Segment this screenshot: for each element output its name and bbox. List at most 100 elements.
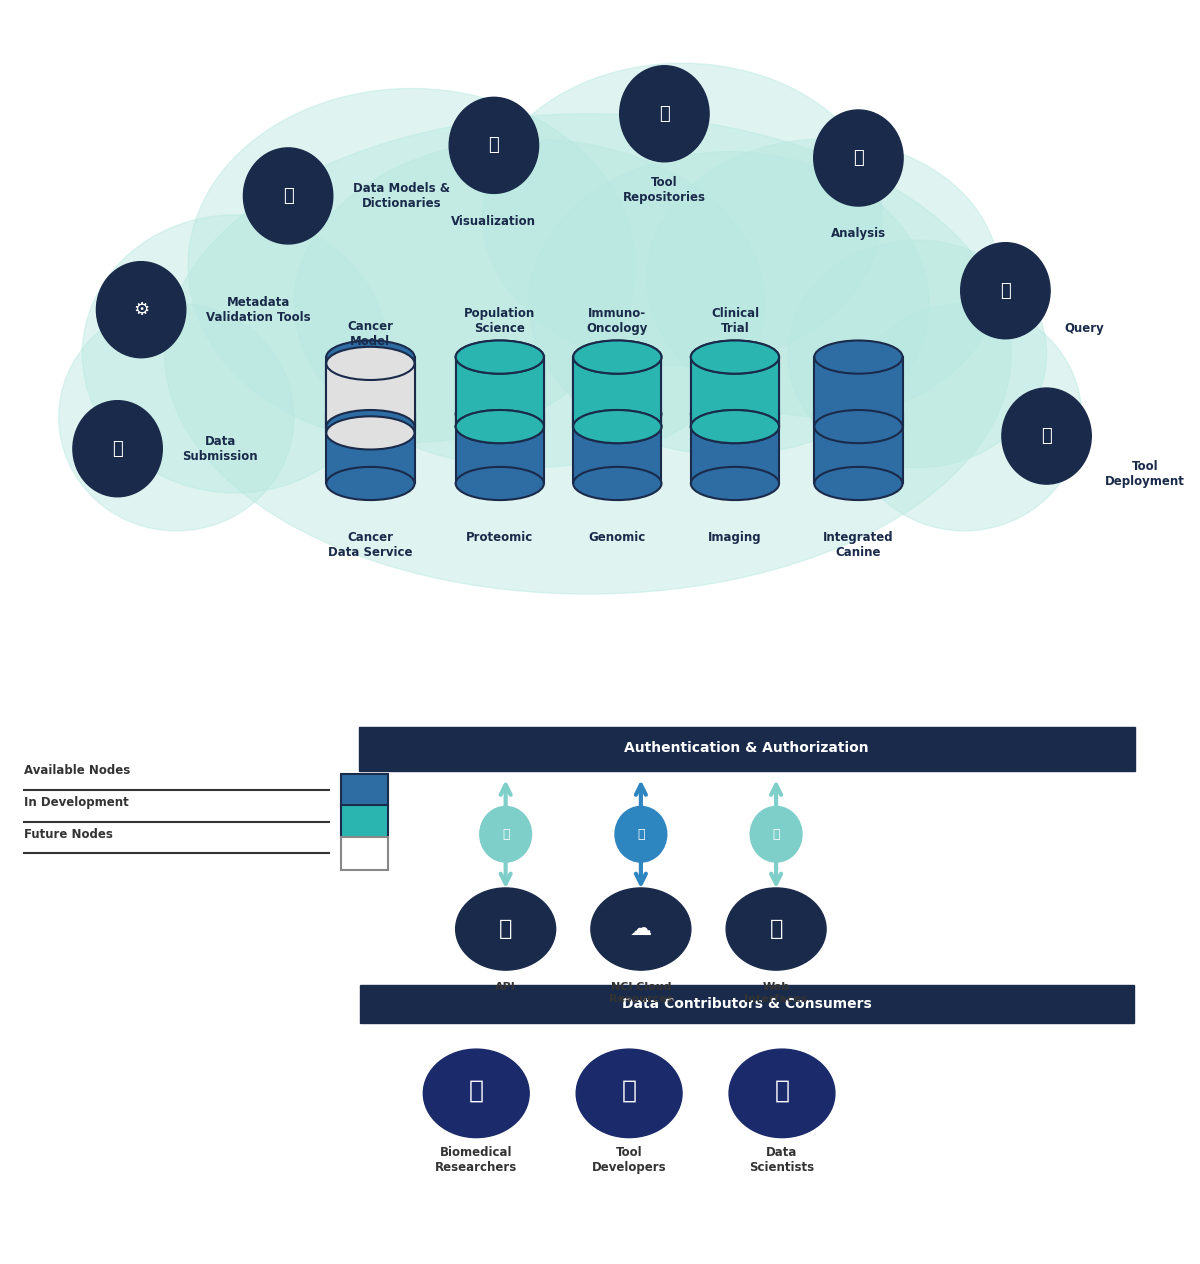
Ellipse shape [590, 887, 691, 971]
FancyBboxPatch shape [691, 356, 779, 427]
Text: 🔍: 🔍 [1000, 282, 1010, 300]
Ellipse shape [788, 240, 1046, 468]
Text: Cancer
Data Service: Cancer Data Service [328, 531, 413, 559]
FancyBboxPatch shape [326, 363, 414, 432]
Circle shape [814, 110, 904, 206]
Text: Data Contributors & Consumers: Data Contributors & Consumers [622, 996, 871, 1011]
Ellipse shape [164, 114, 1012, 594]
Circle shape [750, 806, 802, 862]
Text: Available Nodes: Available Nodes [24, 765, 130, 777]
Text: Cancer
Model: Cancer Model [348, 320, 394, 348]
Text: Imaging: Imaging [708, 531, 762, 544]
Circle shape [96, 262, 186, 358]
FancyBboxPatch shape [691, 356, 779, 426]
Text: Visualization: Visualization [451, 215, 536, 228]
Ellipse shape [691, 340, 779, 374]
Circle shape [449, 97, 539, 193]
Text: Data
Submission: Data Submission [182, 435, 258, 463]
Ellipse shape [456, 410, 544, 444]
Text: Future Nodes: Future Nodes [24, 828, 113, 841]
Ellipse shape [847, 303, 1082, 531]
Ellipse shape [456, 397, 544, 431]
Ellipse shape [456, 887, 556, 971]
Ellipse shape [574, 410, 661, 444]
Ellipse shape [815, 397, 902, 431]
Ellipse shape [691, 397, 779, 431]
Ellipse shape [326, 397, 414, 431]
FancyBboxPatch shape [574, 356, 661, 426]
Ellipse shape [294, 139, 764, 468]
Ellipse shape [326, 466, 414, 501]
Ellipse shape [326, 340, 414, 374]
Text: Authentication & Authorization: Authentication & Authorization [624, 741, 869, 756]
Ellipse shape [576, 1049, 682, 1138]
FancyBboxPatch shape [326, 356, 414, 426]
Ellipse shape [456, 340, 544, 374]
Text: 📊: 📊 [853, 149, 864, 167]
Text: 📖: 📖 [283, 187, 294, 205]
Text: API: API [496, 982, 516, 992]
FancyBboxPatch shape [456, 413, 544, 483]
Ellipse shape [83, 215, 388, 493]
Ellipse shape [815, 340, 902, 374]
Ellipse shape [815, 410, 902, 444]
Text: 👁: 👁 [488, 137, 499, 154]
Circle shape [244, 148, 332, 244]
Ellipse shape [730, 1049, 835, 1138]
Ellipse shape [188, 88, 635, 442]
FancyBboxPatch shape [815, 413, 902, 483]
Ellipse shape [815, 466, 902, 501]
Ellipse shape [424, 1049, 529, 1138]
Text: 👤: 👤 [469, 1079, 484, 1102]
Ellipse shape [691, 466, 779, 501]
Text: 🔧: 🔧 [1042, 427, 1052, 445]
Text: 👤: 👤 [774, 1079, 790, 1102]
Text: Data
Scientists: Data Scientists [750, 1146, 815, 1174]
Ellipse shape [691, 410, 779, 444]
Ellipse shape [691, 340, 779, 374]
Text: NCI Cloud
Resources: NCI Cloud Resources [608, 982, 673, 1004]
Ellipse shape [574, 410, 661, 444]
Ellipse shape [456, 410, 544, 444]
Ellipse shape [326, 346, 414, 380]
Circle shape [961, 243, 1050, 339]
Text: ☁: ☁ [630, 919, 652, 939]
FancyBboxPatch shape [326, 413, 414, 483]
Text: Web
Interfaces: Web Interfaces [744, 982, 808, 1004]
FancyBboxPatch shape [815, 356, 902, 426]
FancyBboxPatch shape [360, 985, 1134, 1023]
Circle shape [1002, 388, 1091, 484]
Text: Population
Science: Population Science [464, 307, 535, 335]
Ellipse shape [456, 466, 544, 501]
Text: Biomedical
Researchers: Biomedical Researchers [436, 1146, 517, 1174]
Text: Tool
Deployment: Tool Deployment [1105, 460, 1186, 488]
Text: Metadata
Validation Tools: Metadata Validation Tools [205, 296, 311, 324]
Ellipse shape [59, 303, 294, 531]
FancyBboxPatch shape [341, 837, 388, 870]
Text: Genomic: Genomic [589, 531, 646, 544]
Ellipse shape [691, 410, 779, 444]
Ellipse shape [647, 139, 1000, 417]
FancyBboxPatch shape [574, 413, 661, 483]
Ellipse shape [574, 397, 661, 431]
Ellipse shape [482, 63, 882, 367]
Ellipse shape [574, 466, 661, 501]
Text: 🔒: 🔒 [502, 828, 509, 841]
Text: Analysis: Analysis [830, 228, 886, 240]
Ellipse shape [574, 340, 661, 374]
FancyBboxPatch shape [691, 413, 779, 483]
Text: Integrated
Canine: Integrated Canine [823, 531, 894, 559]
Text: ⚙: ⚙ [133, 301, 149, 319]
Text: 🔒: 🔒 [773, 828, 780, 841]
Ellipse shape [326, 416, 414, 450]
Ellipse shape [326, 410, 414, 444]
Ellipse shape [726, 887, 826, 971]
Ellipse shape [574, 340, 661, 374]
Ellipse shape [529, 152, 929, 455]
Text: Query: Query [1064, 322, 1104, 335]
Text: 🔒: 🔒 [637, 828, 644, 841]
Circle shape [616, 806, 667, 862]
FancyBboxPatch shape [456, 356, 544, 427]
Circle shape [480, 806, 532, 862]
Text: Tool
Developers: Tool Developers [592, 1146, 666, 1174]
